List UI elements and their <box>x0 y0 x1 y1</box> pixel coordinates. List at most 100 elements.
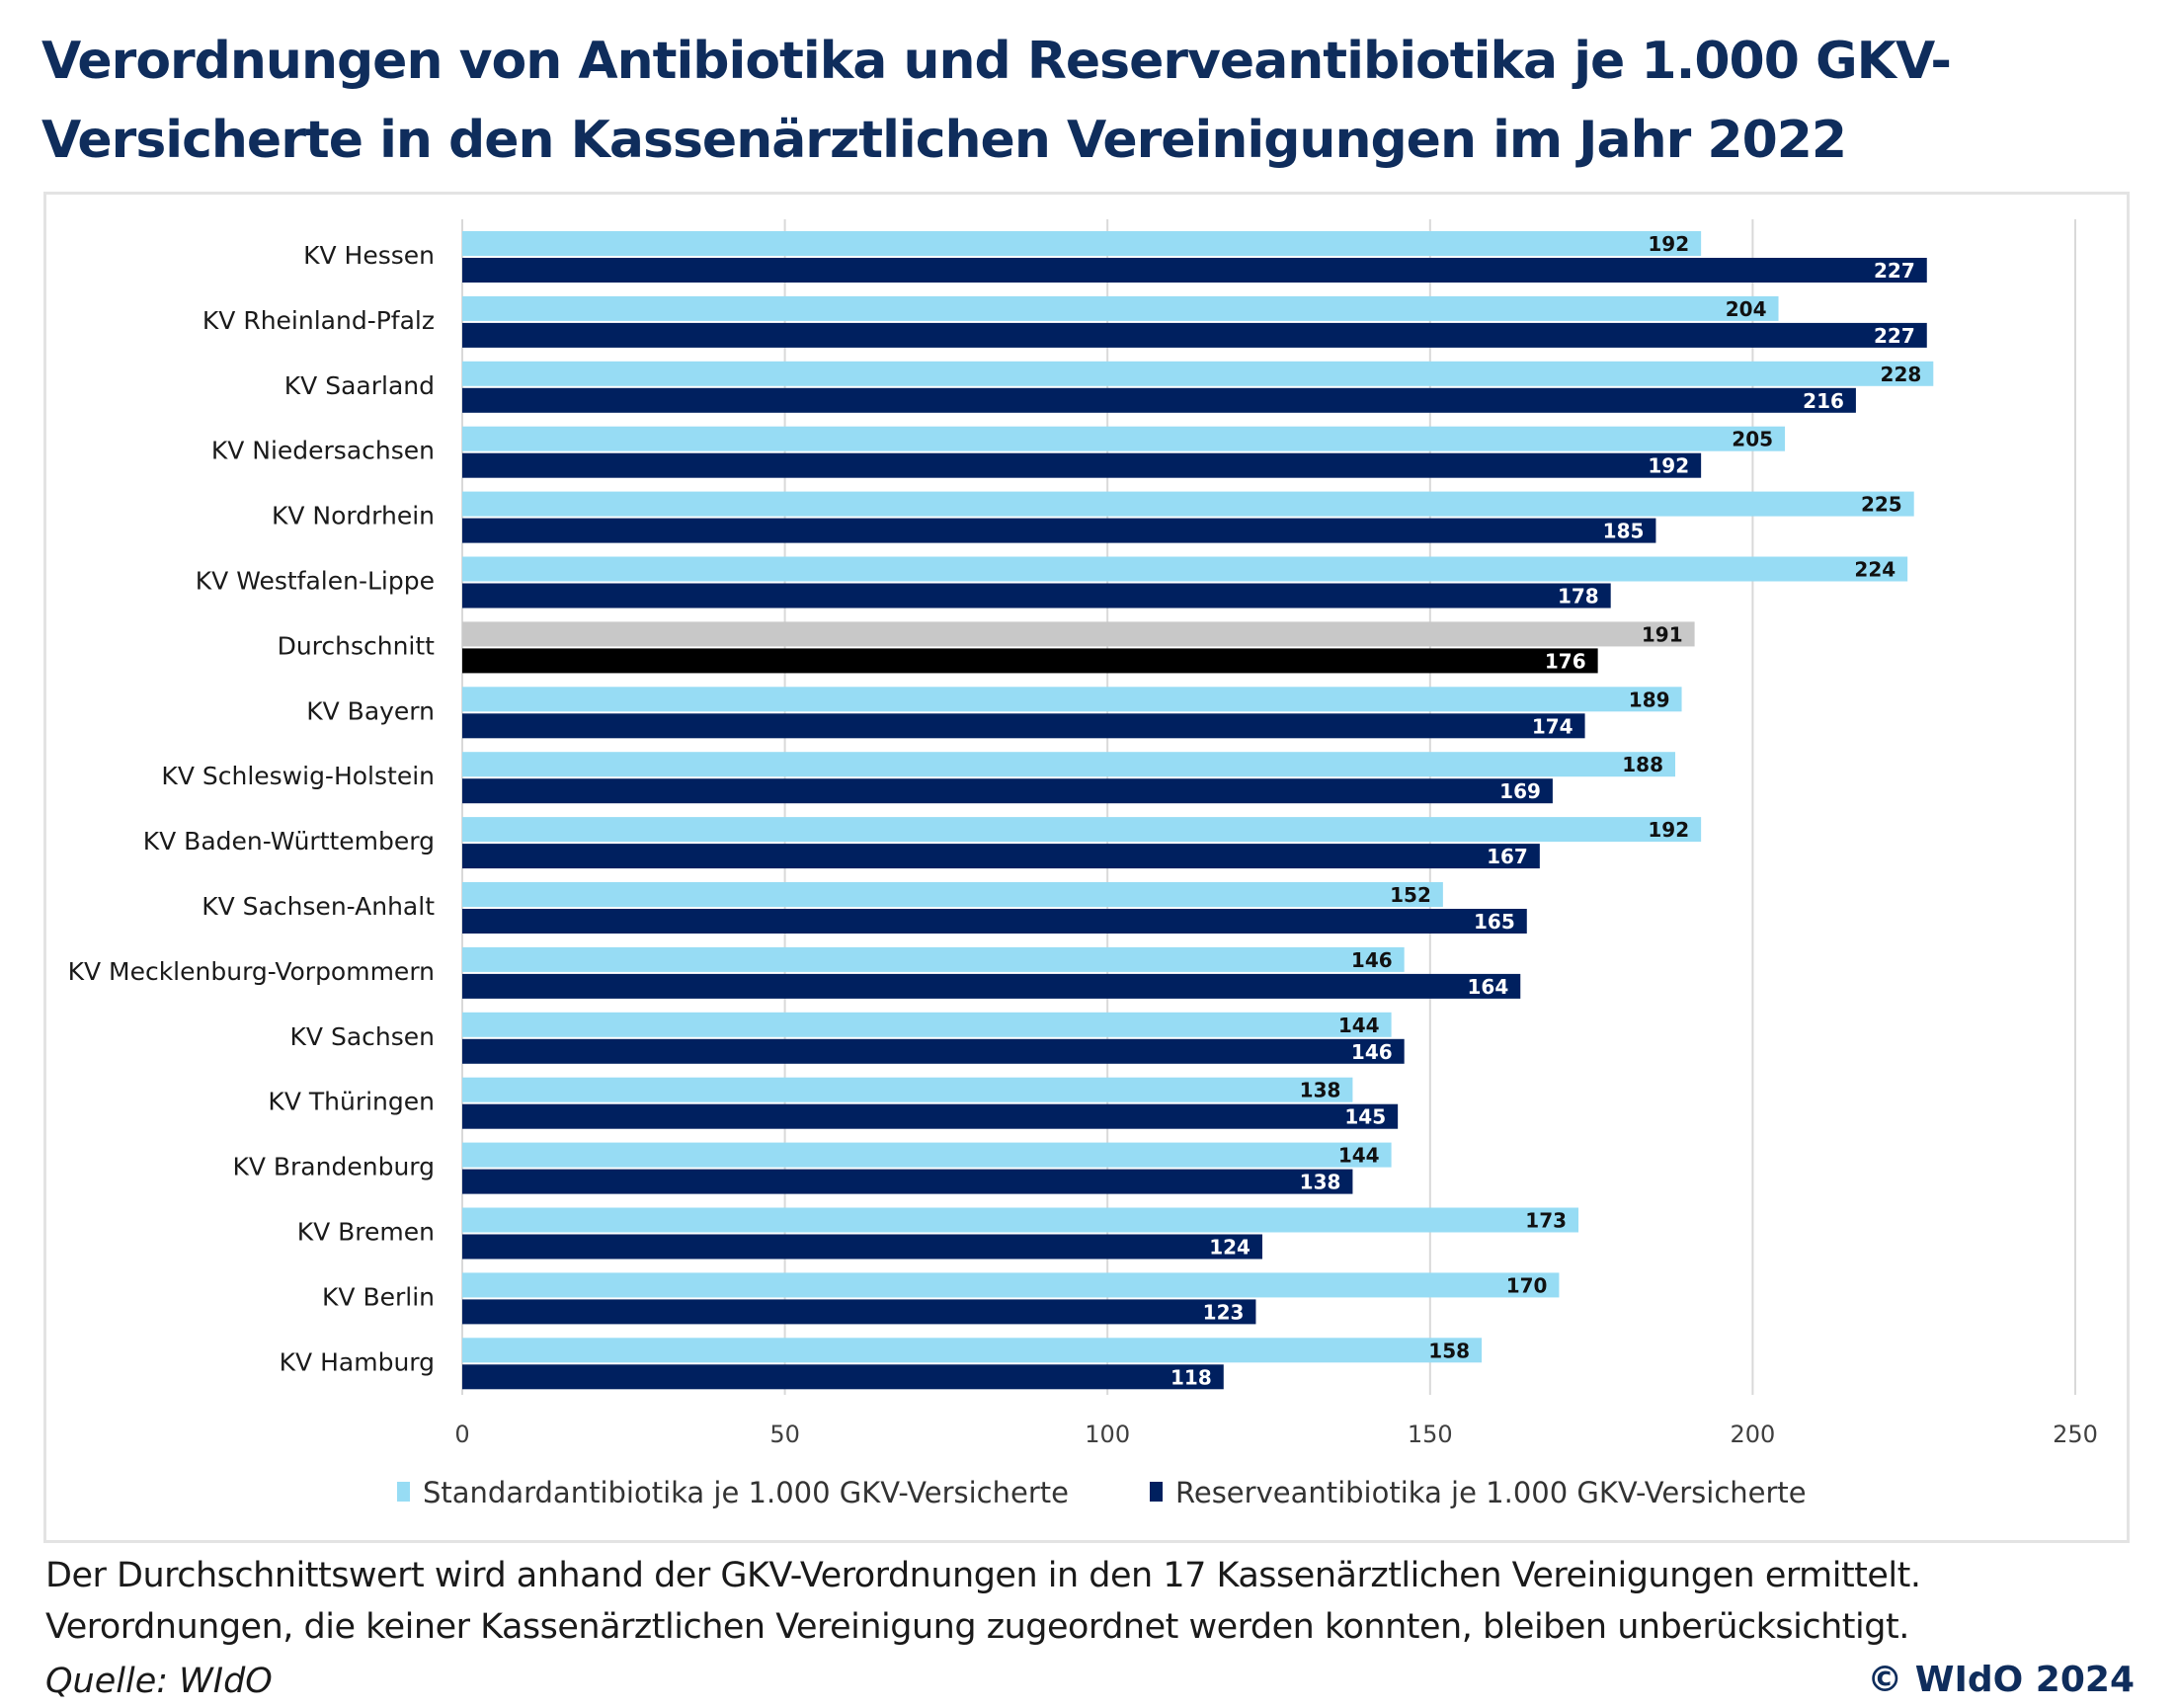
data-label: 138 <box>1300 1171 1341 1194</box>
data-label: 216 <box>1803 389 1844 413</box>
footnote-line-2: Verordnungen, die keiner Kassenärztliche… <box>45 1607 1909 1647</box>
data-label: 204 <box>1726 297 1767 321</box>
gridlines <box>461 219 2076 1395</box>
data-label: 174 <box>1532 714 1573 738</box>
category-label: Durchschnitt <box>278 631 436 660</box>
category-label: KV Westfalen-Lippe <box>196 567 435 596</box>
data-label: 145 <box>1344 1105 1386 1129</box>
category-label: KV Brandenburg <box>232 1153 435 1181</box>
category-label: KV Nordrhein <box>272 502 435 530</box>
data-label: 185 <box>1603 520 1645 543</box>
bar-reserve <box>462 1169 1353 1194</box>
data-label: 152 <box>1390 883 1431 907</box>
category-label: KV Saarland <box>284 371 435 400</box>
data-label: 189 <box>1629 688 1670 711</box>
data-label: 227 <box>1874 259 1915 283</box>
bar-reserve <box>462 452 1702 478</box>
bar-standard <box>462 1012 1392 1037</box>
legend: Standardantibiotika je 1.000 GKV-Versich… <box>397 1476 1807 1509</box>
bar-standard <box>462 1207 1579 1233</box>
x-tick-label: 100 <box>1085 1421 1130 1448</box>
x-tick-label: 200 <box>1730 1421 1775 1448</box>
footnote-line-1: Der Durchschnittswert wird anhand der GK… <box>45 1556 1921 1595</box>
chart-title-line-1: Verordnungen von Antibiotika und Reserve… <box>41 32 1952 91</box>
bar-standard <box>462 1142 1392 1168</box>
data-label: 192 <box>1648 454 1689 478</box>
bar-reserve <box>462 1364 1224 1390</box>
data-label: 178 <box>1558 585 1599 609</box>
data-label: 118 <box>1170 1365 1212 1389</box>
bar-standard <box>462 946 1405 972</box>
data-label: 146 <box>1351 1040 1393 1064</box>
category-label: KV Bayern <box>306 696 435 725</box>
data-label: 138 <box>1300 1079 1341 1102</box>
category-label: KV Schleswig-Holstein <box>161 762 435 790</box>
data-label: 176 <box>1545 649 1586 673</box>
data-label: 158 <box>1428 1339 1470 1362</box>
bar-standard <box>462 361 1934 386</box>
data-label: 227 <box>1874 324 1915 348</box>
bars: 192 227 204 227 228 216 205 192 225 185 224 178 191 1… <box>462 231 1934 1390</box>
x-axis-ticks: 0 50 100 150 200 250 <box>454 1421 2098 1448</box>
category-label: KV Baden-Württemberg <box>143 827 435 855</box>
data-label: 205 <box>1732 428 1773 451</box>
category-label: KV Sachsen <box>290 1022 435 1051</box>
data-label: 192 <box>1648 818 1689 842</box>
legend-label-standard: Standardantibiotika je 1.000 GKV-Versich… <box>423 1476 1069 1509</box>
data-label: 164 <box>1467 975 1508 999</box>
category-label: KV Sachsen-Anhalt <box>202 892 435 921</box>
data-label: 123 <box>1203 1300 1245 1324</box>
x-tick-label: 0 <box>454 1421 469 1448</box>
bar-reserve <box>462 973 1521 999</box>
bar-standard <box>462 1272 1560 1298</box>
bar-reserve <box>462 1234 1262 1260</box>
bar-reserve <box>462 1038 1405 1064</box>
data-label: 124 <box>1209 1236 1250 1260</box>
category-label: KV Thüringen <box>268 1088 435 1116</box>
bar-standard <box>462 491 1914 517</box>
data-label: 191 <box>1642 622 1683 646</box>
data-label: 169 <box>1499 779 1541 803</box>
data-label: 144 <box>1338 1144 1380 1168</box>
bar-reserve <box>462 713 1585 739</box>
legend-swatch-standard <box>397 1482 410 1502</box>
data-label: 192 <box>1648 232 1689 256</box>
bar-reserve <box>462 844 1540 869</box>
category-label: KV Hessen <box>303 241 435 270</box>
category-label: KV Berlin <box>322 1282 435 1311</box>
data-label: 146 <box>1351 948 1393 972</box>
data-label: 224 <box>1854 558 1896 582</box>
bar-standard <box>462 556 1908 582</box>
data-label: 167 <box>1487 845 1528 868</box>
x-tick-label: 50 <box>769 1421 800 1448</box>
bar-reserve <box>462 583 1611 609</box>
bar-reserve <box>462 258 1927 283</box>
bar-standard <box>462 817 1702 843</box>
bar-standard <box>462 882 1443 907</box>
bar-reserve <box>462 909 1527 934</box>
category-label: KV Rheinland-Pfalz <box>202 306 435 335</box>
bar-standard <box>462 621 1695 647</box>
source-note: Quelle: WIdO <box>45 1662 273 1701</box>
bar-standard <box>462 231 1702 256</box>
bar-reserve <box>462 1103 1399 1129</box>
data-label: 165 <box>1474 910 1515 934</box>
legend-swatch-reserve <box>1150 1482 1163 1502</box>
bar-standard <box>462 687 1682 712</box>
data-label: 228 <box>1881 363 1922 386</box>
bar-standard <box>462 1338 1483 1363</box>
bar-standard <box>462 295 1779 321</box>
legend-label-reserve: Reserveantibiotika je 1.000 GKV-Versiche… <box>1175 1476 1807 1509</box>
data-label: 144 <box>1338 1014 1380 1037</box>
data-label: 225 <box>1861 493 1902 517</box>
bar-reserve <box>462 778 1553 804</box>
bar-standard <box>462 1077 1353 1102</box>
data-label: 188 <box>1622 753 1663 776</box>
bar-standard <box>462 752 1676 777</box>
bar-reserve <box>462 518 1656 543</box>
copyright: © WIdO 2024 <box>1867 1660 2135 1700</box>
bar-standard <box>462 426 1786 451</box>
bar-reserve <box>462 1299 1256 1325</box>
chart-title-line-2: Versicherte in den Kassenärztlichen Vere… <box>41 111 1847 170</box>
